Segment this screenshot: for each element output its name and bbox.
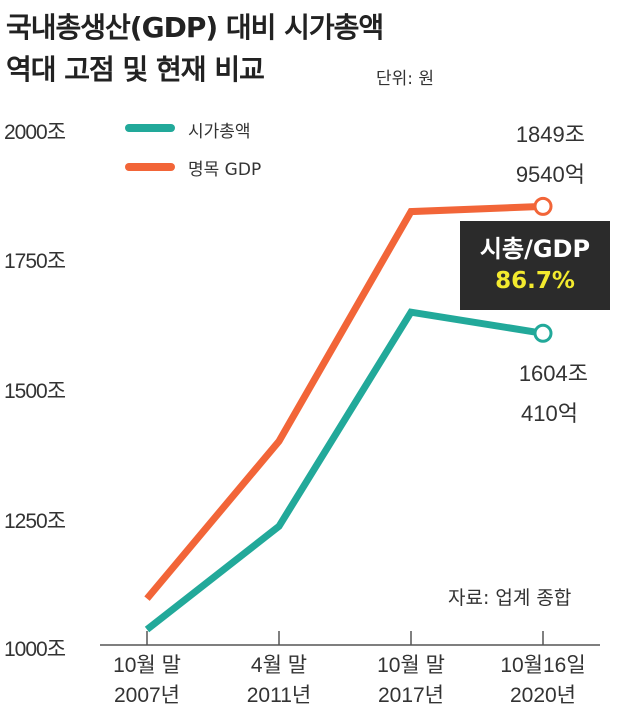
chart-title-line2: 역대 고점 및 현재 비교 <box>6 53 265 86</box>
series-line-gdp <box>144 202 544 601</box>
ratio-value: 86.7% <box>495 268 575 294</box>
x-label-2007-line2: 2007년 <box>113 684 181 707</box>
ratio-label: 시총/GDP <box>479 235 591 263</box>
ratio-box: 시총/GDP 86.7% <box>460 221 610 310</box>
end-marker-gdp <box>533 196 553 216</box>
y-tick-1250: 1250조 <box>4 510 66 533</box>
x-label-2020-line1: 10월16일 <box>500 654 586 677</box>
x-label-2017-line2: 2017년 <box>377 684 445 707</box>
legend-label-market-cap: 시가총액 <box>188 122 251 142</box>
unit-label: 단위: 원 <box>376 69 435 89</box>
x-label-2017-line1: 10월 말 <box>377 654 445 677</box>
mcap-last-value-line2: 410억 <box>521 401 578 426</box>
legend-swatch-market-cap <box>125 124 175 132</box>
gdp-last-value-line1: 1849조 <box>515 122 585 147</box>
x-label-2011-line2: 2011년 <box>246 684 312 707</box>
y-tick-1500: 1500조 <box>4 380 66 403</box>
x-label-2020: 10월16일 2020년 <box>483 651 603 711</box>
mcap-last-value-line1: 1604조 <box>518 361 588 386</box>
y-tick-1000: 1000조 <box>4 638 66 661</box>
gdp-last-value-line2: 9540억 <box>515 162 585 187</box>
y-tick-2000: 2000조 <box>4 121 66 144</box>
end-marker-market-cap <box>533 323 553 343</box>
legend-label-gdp: 명목 GDP <box>188 160 262 180</box>
x-label-2011: 4월 말 2011년 <box>219 651 339 711</box>
x-label-2017: 10월 말 2017년 <box>351 651 471 711</box>
legend-swatch-gdp <box>125 163 175 171</box>
series-line-market-cap <box>144 308 544 633</box>
chart-title-line1: 국내총생산(GDP) 대비 시가총액 <box>6 11 384 44</box>
source-note: 자료: 업계 종합 <box>448 587 572 609</box>
y-tick-1750: 1750조 <box>4 250 66 273</box>
x-label-2007-line1: 10월 말 <box>113 654 181 677</box>
x-label-2011-line1: 4월 말 <box>250 654 308 677</box>
x-label-2007: 10월 말 2007년 <box>87 651 207 711</box>
x-label-2020-line2: 2020년 <box>509 684 577 707</box>
